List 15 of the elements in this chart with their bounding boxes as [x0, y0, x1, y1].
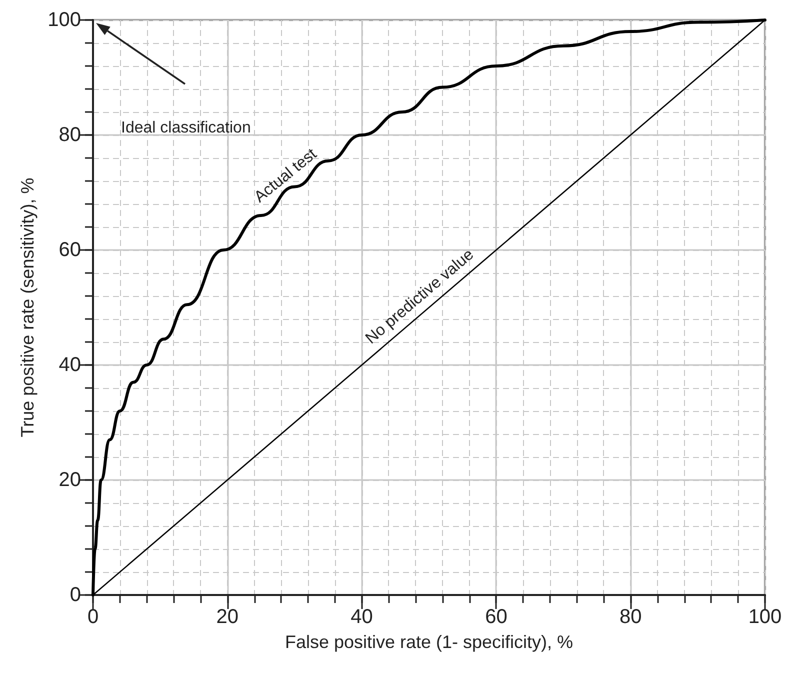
- y-tick-label: 100: [48, 9, 81, 31]
- x-tick-label: 0: [87, 606, 99, 628]
- x-tick-label: 40: [350, 606, 373, 628]
- x-tick-label: 60: [485, 606, 508, 628]
- x-tick-label: 20: [216, 606, 239, 628]
- x-tick-label: 100: [748, 606, 782, 628]
- y-tick-label: 0: [70, 584, 81, 606]
- y-tick-label: 20: [58, 469, 81, 491]
- y-tick-label: 80: [58, 124, 81, 146]
- y-tick-label: 60: [58, 239, 81, 261]
- x-tick-label: 80: [619, 606, 642, 628]
- annotation: Ideal classification: [121, 120, 251, 136]
- y-axis-title: True positive rate (sensitivity), %: [18, 178, 38, 438]
- y-tick-label: 40: [58, 354, 81, 376]
- x-axis-title: False positive rate (1- specificity), %: [284, 632, 574, 652]
